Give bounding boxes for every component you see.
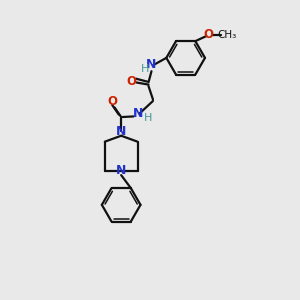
Text: N: N — [116, 125, 126, 138]
Text: H: H — [144, 113, 152, 123]
Text: O: O — [108, 95, 118, 108]
Text: N: N — [133, 107, 143, 120]
Text: N: N — [146, 58, 157, 71]
Text: N: N — [116, 164, 126, 177]
Text: O: O — [204, 28, 214, 41]
Text: O: O — [126, 74, 136, 88]
Text: H: H — [141, 64, 149, 74]
Text: CH₃: CH₃ — [218, 30, 237, 40]
